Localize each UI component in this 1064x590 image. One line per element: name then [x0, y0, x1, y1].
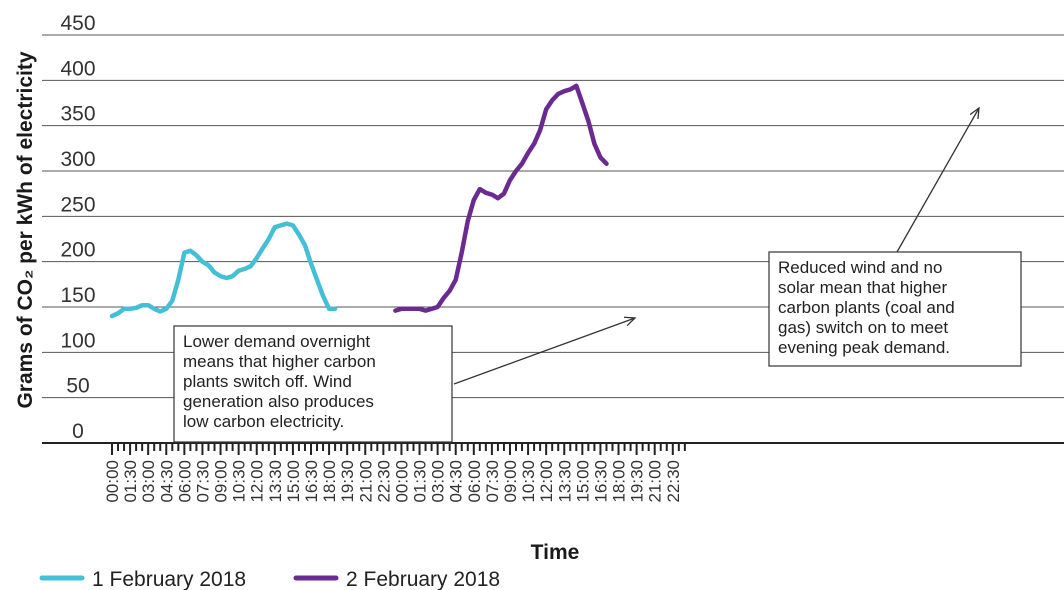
x-tick-label: 06:00: [175, 460, 194, 503]
x-tick-label: 01:30: [411, 460, 430, 503]
x-tick-label: 10:30: [230, 460, 249, 503]
y-axis-title: Grams of CO₂ per kWh of electricity: [14, 51, 37, 408]
x-tick-label: 16:30: [302, 460, 321, 503]
x-tick-label: 19:30: [338, 460, 357, 503]
annotation-line: means that higher carbon: [183, 352, 376, 371]
series-lines: [109, 83, 609, 319]
x-tick-label: 18:00: [610, 460, 629, 503]
x-tick-label: 03:00: [139, 460, 158, 503]
annotation-line: plants switch off. Wind: [183, 372, 352, 391]
y-tick-label: 400: [60, 57, 95, 80]
legend: 1 February 2018 2 February 2018: [39, 568, 500, 590]
series-line-1: [109, 221, 338, 319]
x-tick-label: 19:30: [628, 460, 647, 503]
x-tick-label: 22:30: [664, 460, 683, 503]
annotation-arrowhead: [623, 316, 637, 327]
x-tick-label: 22:30: [374, 460, 393, 503]
legend-label: 1 February 2018: [92, 568, 246, 590]
x-tick-label: 15:00: [573, 460, 592, 503]
x-tick-label: 12:00: [537, 460, 556, 503]
x-tick-label: 04:30: [447, 460, 466, 503]
annotation-line: low carbon electricity.: [183, 412, 344, 431]
y-tick-label: 450: [60, 12, 95, 35]
y-tick-label: 100: [60, 329, 95, 352]
y-tick-label: 250: [60, 193, 95, 216]
annotation-box: [173, 325, 453, 443]
x-tick-label: 13:30: [555, 460, 574, 503]
x-tick-label: 03:00: [429, 460, 448, 503]
y-tick-label: 200: [60, 239, 95, 262]
y-tick-label: 0: [72, 420, 84, 443]
y-tick-label: 300: [60, 148, 95, 171]
y-tick-labels: 0 50 100 150 200 250 300 350 400 450: [60, 12, 95, 443]
x-tick-label: 15:00: [284, 460, 303, 503]
y-tick-label: 150: [60, 284, 95, 307]
annotation-line: Lower demand overnight: [183, 332, 370, 351]
annotation-line: Reduced wind and no: [778, 258, 942, 277]
x-tick-label: 18:00: [320, 460, 339, 503]
x-tick-label: 07:30: [483, 460, 502, 503]
x-tick-label: 09:00: [501, 460, 520, 503]
annotation-arrow: [453, 317, 636, 385]
x-tick-label: 00:00: [392, 460, 411, 503]
x-tick-label: 10:30: [519, 460, 538, 503]
annotation-line: gas) switch on to meet: [778, 318, 948, 337]
y-tick-label: 50: [66, 375, 89, 398]
x-tick-label: 16:30: [591, 460, 610, 503]
x-tick-label: 09:00: [212, 460, 231, 503]
x-tick-label: 00:00: [103, 460, 122, 503]
x-tick-label: 21:00: [356, 460, 375, 503]
x-tick-label: 04:30: [157, 460, 176, 503]
annotation-line: carbon plants (coal and: [778, 298, 955, 317]
annotation-arrow: [896, 107, 980, 253]
x-tick-label: 07:30: [193, 460, 212, 503]
series-line-2: [393, 83, 609, 313]
annotation-arrowhead: [969, 106, 980, 120]
x-tick-label: 01:30: [121, 460, 140, 503]
x-axis-title: Time: [531, 541, 580, 564]
x-tick-label: 12:00: [248, 460, 267, 503]
x-tick-label: 06:00: [465, 460, 484, 503]
annotation-line: solar mean that higher: [778, 278, 947, 297]
annotation-line: evening peak demand.: [778, 338, 950, 357]
annotation-line: generation also produces: [183, 392, 374, 411]
annotation-box: [768, 251, 1022, 367]
legend-label: 2 February 2018: [346, 568, 500, 590]
x-tick-label: 13:30: [266, 460, 285, 503]
y-tick-label: 350: [60, 103, 95, 126]
x-tick-label: 21:00: [646, 460, 665, 503]
x-axis: 00:00 01:30 03:00 04:30 06:00 07:30 09:00 10:30…: [103, 443, 686, 503]
